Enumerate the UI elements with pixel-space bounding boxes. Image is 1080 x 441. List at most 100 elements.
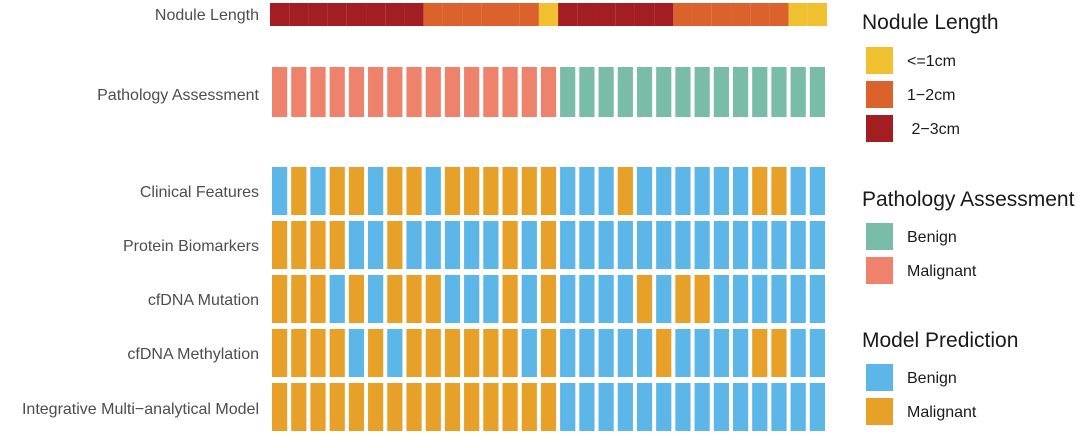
pathology-cell xyxy=(694,67,710,117)
prediction-cell xyxy=(502,383,518,431)
pathology-cell xyxy=(329,67,345,117)
nodule-length-cell xyxy=(558,3,578,26)
legend-swatch xyxy=(866,223,893,250)
legend-label: <=1cm xyxy=(907,53,956,70)
prediction-cell xyxy=(713,383,729,431)
nodule-length-cell xyxy=(692,3,712,26)
prediction-cell xyxy=(752,221,768,269)
prediction-cell xyxy=(713,329,729,377)
prediction-cell xyxy=(348,275,365,323)
nodule-length-cell xyxy=(711,3,731,26)
prediction-cell xyxy=(483,383,499,431)
prediction-cell xyxy=(329,167,345,215)
prediction-cell xyxy=(636,383,653,431)
prediction-cell xyxy=(348,329,365,377)
prediction-cell xyxy=(598,329,614,377)
nodule-length-cell xyxy=(308,3,328,26)
prediction-cell xyxy=(406,383,422,431)
prediction-cell xyxy=(521,329,537,377)
nodule-length-cell xyxy=(538,3,559,26)
prediction-cell xyxy=(713,167,729,215)
prediction-cell xyxy=(540,221,557,269)
prediction-cell xyxy=(387,221,403,269)
nodule-length-track xyxy=(270,3,827,26)
pathology-cell xyxy=(752,67,768,117)
pathology-cell xyxy=(617,67,633,117)
nodule-length-cell xyxy=(769,3,789,26)
prediction-cell xyxy=(771,221,787,269)
prediction-cell xyxy=(732,329,749,377)
prediction-cell xyxy=(368,221,384,269)
prediction-cell xyxy=(310,221,326,269)
legend-label: 1−2cm xyxy=(907,87,955,104)
prediction-cell xyxy=(521,221,537,269)
pathology-cell xyxy=(598,67,614,117)
legend-title: Model Prediction xyxy=(862,329,1018,352)
nodule-length-cell xyxy=(519,3,539,26)
legend-title: Nodule Length xyxy=(862,11,999,34)
prediction-cell xyxy=(406,221,422,269)
prediction-cell xyxy=(483,329,499,377)
legend-label: 2−3cm xyxy=(907,121,960,138)
prediction-cell xyxy=(521,383,537,431)
pathology-cell xyxy=(502,67,518,117)
pathology-cell xyxy=(809,67,825,117)
prediction-cell xyxy=(617,167,633,215)
prediction-cell xyxy=(636,221,653,269)
prediction-cell xyxy=(694,167,710,215)
prediction-cell xyxy=(444,275,461,323)
prediction-cell xyxy=(790,329,806,377)
prediction-cell xyxy=(368,329,384,377)
prediction-cell xyxy=(502,275,518,323)
legend-swatch xyxy=(866,257,893,284)
prediction-cell xyxy=(310,329,326,377)
prediction-cell xyxy=(387,383,403,431)
prediction-cell xyxy=(675,383,691,431)
pathology-cell xyxy=(560,67,576,117)
prediction-cell xyxy=(790,275,806,323)
prediction-cell xyxy=(291,221,307,269)
prediction-cell xyxy=(444,167,461,215)
prediction-cell xyxy=(713,221,729,269)
prediction-cell xyxy=(560,275,576,323)
legend-label: Malignant xyxy=(907,263,977,280)
prediction-cell xyxy=(579,275,595,323)
pathology-cell xyxy=(675,67,691,117)
prediction-cell xyxy=(598,275,614,323)
prediction-cell xyxy=(656,167,672,215)
nodule-length-cell xyxy=(385,3,405,26)
pathology-cell xyxy=(579,67,595,117)
legend-swatch xyxy=(866,398,893,425)
prediction-cell xyxy=(291,329,307,377)
nodule-length-cell xyxy=(462,3,482,26)
prediction-cell xyxy=(406,167,422,215)
prediction-cell xyxy=(675,329,691,377)
prediction-cell xyxy=(809,275,825,323)
prediction-cell xyxy=(329,275,345,323)
prediction-cell xyxy=(483,221,499,269)
pathology-cell xyxy=(464,67,480,117)
prediction-cell xyxy=(444,329,461,377)
prediction-cell xyxy=(425,167,441,215)
legend-swatch xyxy=(866,364,893,391)
prediction-cell xyxy=(540,167,557,215)
legends: Nodule Length <=1cm 1−2cm 2−3cm Patholog… xyxy=(862,11,1075,425)
pathology-cell xyxy=(272,67,288,117)
pathology-cell xyxy=(406,67,422,117)
pathology-cell xyxy=(387,67,403,117)
legend-title: Pathology Assessment xyxy=(862,188,1075,211)
nodule-length-cell xyxy=(346,3,367,26)
prediction-cell xyxy=(502,221,518,269)
prediction-cell xyxy=(809,167,825,215)
legend-label: Benign xyxy=(907,370,957,387)
row-label-clinical-features: Clinical Features xyxy=(140,184,259,201)
prediction-cell xyxy=(387,167,403,215)
pathology-cell xyxy=(732,67,749,117)
prediction-cell xyxy=(656,221,672,269)
prediction-cell xyxy=(732,221,749,269)
pathology-track xyxy=(272,67,825,117)
prediction-cell xyxy=(732,167,749,215)
pathology-cell xyxy=(425,67,441,117)
prediction-cell xyxy=(560,167,576,215)
nodule-length-cell xyxy=(673,3,693,26)
